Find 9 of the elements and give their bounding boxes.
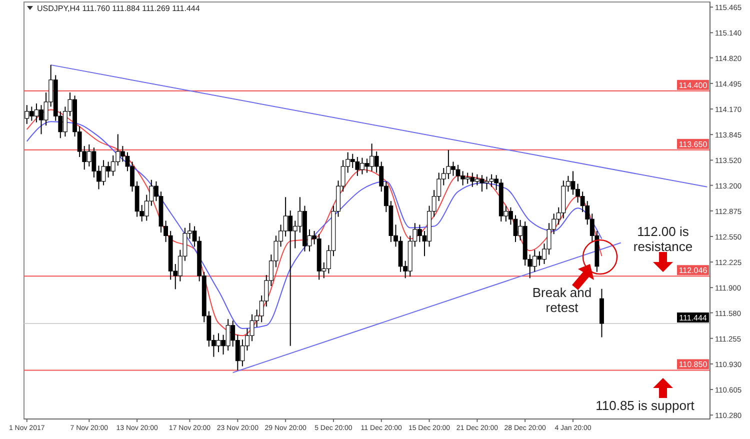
ref-line-label: 111.444 [679, 313, 708, 322]
annotation: Break and retest [532, 285, 592, 315]
chart-title: USDJPY,H4 111.760 111.884 111.269 111.444 [37, 4, 200, 13]
ref-line-label: 110.850 [678, 360, 708, 370]
ref-line-label: 113.650 [678, 140, 708, 149]
annotation: 110.85 is support [596, 398, 695, 413]
annotation: 112.00 is resistance [633, 224, 693, 254]
ref-line-label: 112.046 [678, 266, 708, 276]
ref-line-label: 114.400 [678, 80, 708, 90]
